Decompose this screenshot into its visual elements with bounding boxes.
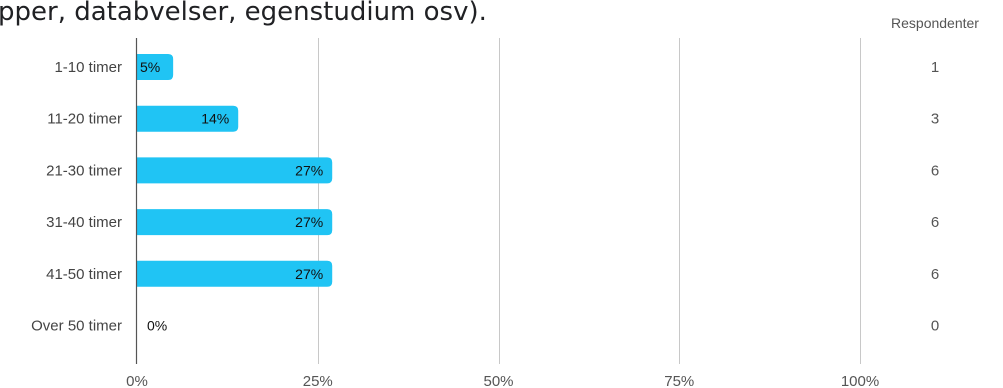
labels: 0% 25% 50% 75% 100% 1-10 timer 5% 1 11-20 timer 1…	[31, 59, 939, 388]
x-tick-label: 0%	[126, 373, 148, 388]
category-label: 1-10 timer	[54, 59, 122, 76]
bars	[137, 54, 333, 287]
value-label: 0%	[147, 318, 167, 334]
value-label: 5%	[140, 59, 160, 75]
category-label: 41-50 timer	[46, 266, 122, 283]
category-label: 11-20 timer	[47, 111, 122, 128]
respondent-count: 6	[931, 266, 939, 283]
x-tick-label: 75%	[664, 373, 694, 388]
bar	[137, 209, 333, 236]
bar	[137, 105, 239, 132]
bar	[137, 54, 174, 80]
x-tick-label: 100%	[841, 373, 879, 388]
category-label: Over 50 timer	[31, 318, 122, 335]
value-label: 27%	[295, 214, 323, 230]
bar	[137, 157, 333, 184]
value-label: 14%	[201, 111, 229, 127]
respondent-count: 3	[931, 111, 939, 128]
bar	[137, 260, 333, 287]
respondent-count: 1	[931, 59, 939, 76]
respondent-count: 0	[931, 318, 939, 335]
respondents-header: Respondenter	[891, 15, 979, 31]
x-tick-label: 50%	[483, 373, 513, 388]
gridlines	[318, 38, 861, 364]
value-label: 27%	[295, 266, 323, 282]
x-tick-label: 25%	[303, 373, 333, 388]
respondent-count: 6	[931, 214, 939, 231]
value-label: 27%	[295, 162, 323, 178]
category-label: 31-40 timer	[46, 214, 122, 231]
respondent-count: 6	[931, 162, 939, 179]
category-label: 21-30 timer	[46, 162, 122, 179]
question-text-partial: pper, databvelser, egenstudium osv).	[0, 0, 487, 27]
